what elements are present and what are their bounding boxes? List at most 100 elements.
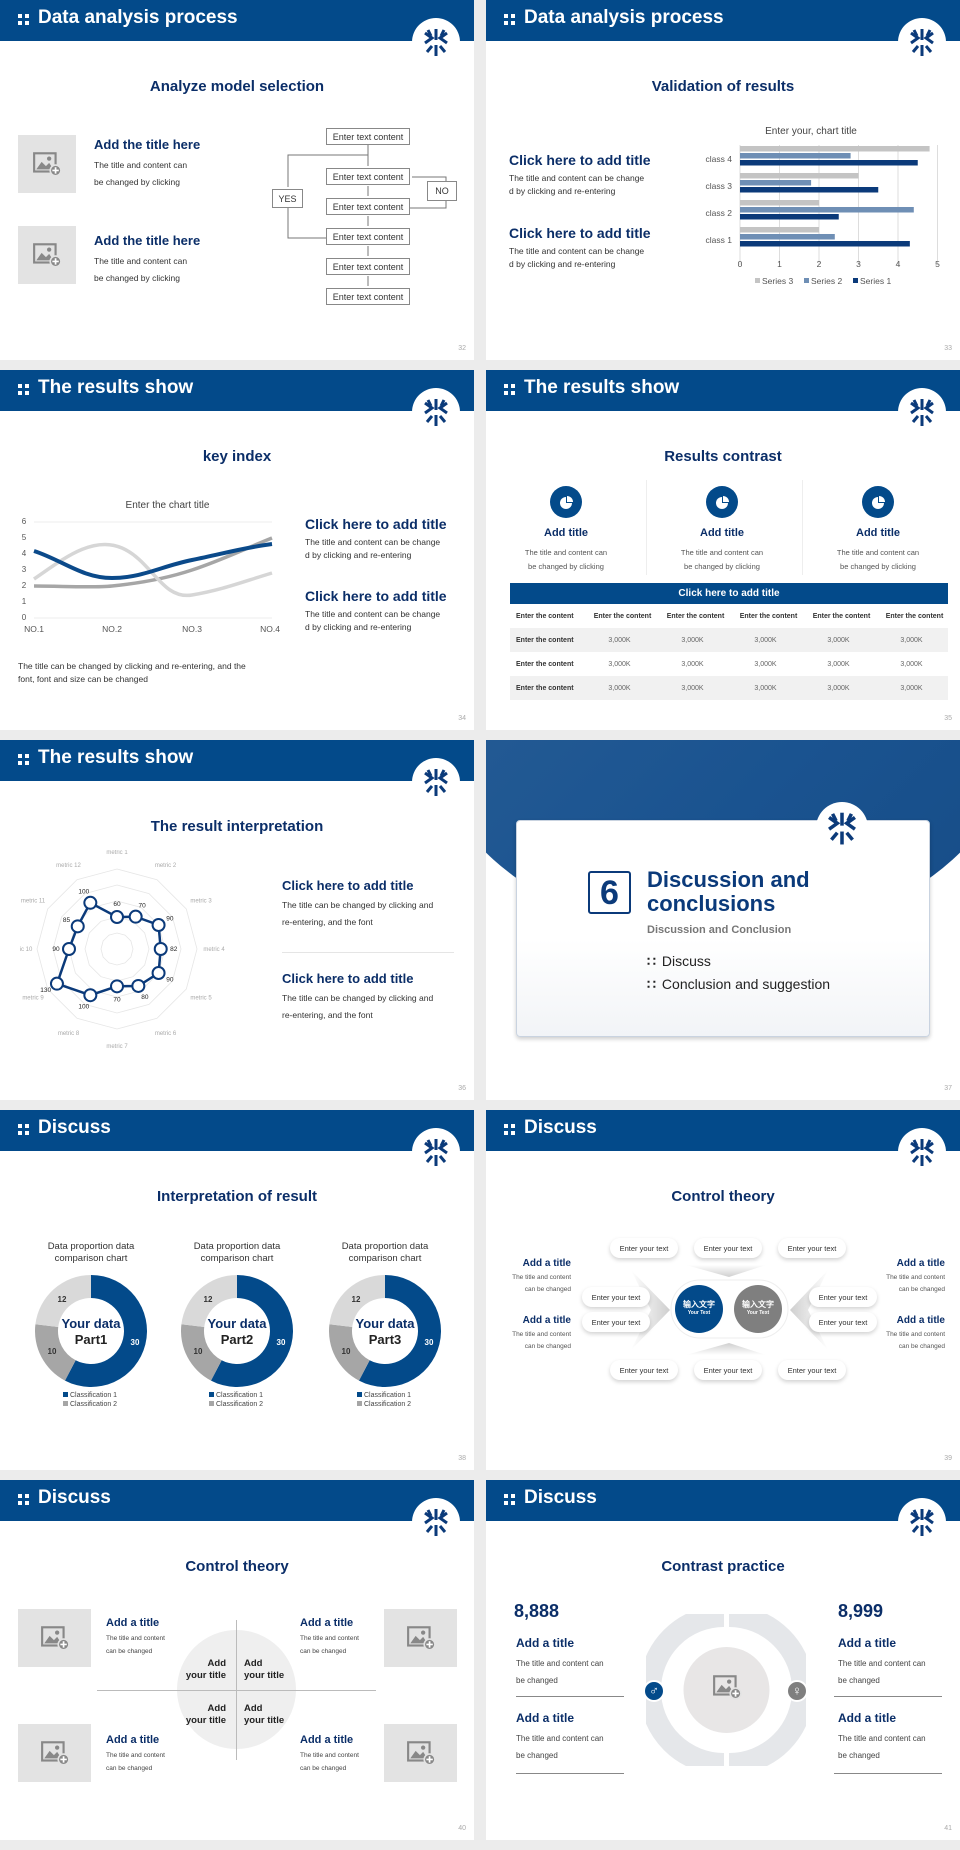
item-body[interactable]: The title and content can be change d by … (305, 537, 441, 560)
table-cell[interactable]: Enter the content (510, 628, 583, 652)
item-title[interactable]: Click here to add title (282, 878, 414, 893)
stat-item[interactable]: Add a title The title and content can be c… (516, 1636, 604, 1685)
table-cell[interactable]: 3,000K (875, 628, 948, 652)
quadrant-label[interactable]: Add your title (185, 1703, 226, 1726)
card-body[interactable]: The title and content can be changed by c… (836, 548, 920, 571)
text-pill[interactable]: Enter your text (610, 1360, 678, 1380)
item-body[interactable]: The title and content can be change d by … (509, 173, 645, 196)
stat-item[interactable]: Add a title The title and content can be c… (516, 1711, 604, 1760)
slide-38[interactable]: Discuss Interpretation of result Data pr… (0, 1110, 474, 1470)
flow-box[interactable]: Enter text content (326, 228, 410, 245)
flow-box[interactable]: Enter text content (326, 258, 410, 275)
table-cell[interactable]: 3,000K (827, 660, 850, 668)
item-body[interactable]: The title and content can be change d by … (509, 246, 645, 269)
table-cell[interactable]: 3,000K (875, 676, 948, 700)
table-cell[interactable]: Enter the content (812, 612, 871, 620)
text-pill[interactable]: Enter your text (582, 1312, 650, 1332)
side-item[interactable]: Add a title The title and content can be c… (886, 1258, 945, 1293)
text-pill[interactable]: Enter your text (778, 1360, 846, 1380)
chart-caption[interactable]: The title can be changed by clicking and… (18, 661, 246, 684)
table-cell[interactable]: Enter the content (885, 612, 944, 620)
slide-33[interactable]: Data analysis process Validation of resu… (486, 0, 960, 360)
image-placeholder-icon[interactable] (18, 1609, 91, 1667)
stat-item[interactable]: Add a title The title and content can be c… (838, 1636, 926, 1685)
quadrant-label[interactable]: Add your title (185, 1658, 226, 1681)
image-placeholder-icon[interactable] (18, 1724, 91, 1782)
item-body[interactable]: The title and content can be changed by c… (94, 160, 188, 187)
quadrant-label[interactable]: Add your title (244, 1658, 285, 1681)
item-body[interactable]: The title and content can be changed by c… (94, 256, 188, 283)
slide-35[interactable]: The results show Results contrast Add ti… (486, 370, 960, 730)
table-cell[interactable]: Enter the content (739, 612, 798, 620)
card-body[interactable]: The title and content can be changed by c… (680, 548, 764, 571)
quadrant-label[interactable]: Add your title (244, 1703, 285, 1726)
bullet-item[interactable]: ∷ Discuss (647, 953, 711, 969)
table-cell[interactable]: 3,000K (802, 628, 875, 652)
side-item[interactable]: Add a title The title and content can be c… (512, 1258, 571, 1293)
table-cell[interactable]: Enter the content (516, 660, 574, 668)
table-cell[interactable]: 3,000K (802, 676, 875, 700)
text-pill[interactable]: Enter your text (610, 1238, 678, 1258)
center-node-primary[interactable]: 输入文字 Your Text (675, 1285, 723, 1333)
quadrant-item[interactable]: Add a title The title and content can be c… (106, 1734, 165, 1772)
flow-no-label[interactable]: NO (427, 181, 457, 201)
card-title[interactable]: Add title (700, 527, 744, 539)
item-body[interactable]: The title can be changed by clicking and… (282, 900, 434, 927)
bullet-item[interactable]: ∷ Conclusion and suggestion (647, 976, 831, 992)
table-cell[interactable]: 3,000K (900, 660, 923, 668)
table-cell[interactable]: 3,000K (583, 676, 656, 700)
item-title[interactable]: Add the title here (94, 137, 201, 152)
text-pill[interactable]: Enter your text (809, 1287, 877, 1307)
quadrant-item[interactable]: Add a title The title and content can be c… (300, 1617, 359, 1655)
table-cell[interactable]: Enter the content (516, 612, 574, 620)
table-title[interactable]: Click here to add title (510, 583, 948, 604)
slide-41[interactable]: Discuss Contrast practice ♂ ♀ 8,888 8,99… (486, 1480, 960, 1840)
image-placeholder-icon[interactable] (384, 1724, 457, 1782)
slide-37-section[interactable]: 6 Discussion and conclusions Discussion a… (486, 740, 960, 1100)
text-pill[interactable]: Enter your text (582, 1287, 650, 1307)
item-title[interactable]: Click here to add title (282, 971, 414, 986)
slide-39[interactable]: Discuss Control theory 输入文字 Your Text 输入文… (486, 1110, 960, 1470)
side-item[interactable]: Add a title The title and content can be c… (886, 1315, 945, 1350)
stat-item[interactable]: Add a title The title and content can be c… (838, 1711, 926, 1760)
text-pill[interactable]: Enter your text (778, 1238, 846, 1258)
card-title[interactable]: Add title (856, 527, 900, 539)
flow-box[interactable]: Enter text content (326, 288, 410, 305)
table-cell[interactable]: 3,000K (729, 676, 802, 700)
image-placeholder-icon[interactable] (384, 1609, 457, 1667)
table-cell[interactable]: 3,000K (656, 628, 729, 652)
table-cell[interactable]: 3,000K (608, 660, 631, 668)
image-placeholder-icon[interactable] (18, 135, 76, 193)
text-pill[interactable]: Enter your text (694, 1360, 762, 1380)
flow-yes-label[interactable]: YES (272, 189, 303, 208)
table-cell[interactable]: Enter the content (593, 612, 652, 620)
image-placeholder-icon[interactable] (712, 1674, 743, 1705)
table-cell[interactable]: Enter the content (510, 676, 583, 700)
center-node-secondary[interactable]: 输入文字 Your Text (734, 1285, 782, 1333)
flow-box[interactable]: Enter text content (326, 128, 410, 145)
quadrant-item[interactable]: Add a title The title and content can be c… (106, 1617, 165, 1655)
quadrant-item[interactable]: Add a title The title and content can be c… (300, 1734, 359, 1772)
table-cell[interactable]: Enter the content (666, 612, 725, 620)
table-cell[interactable]: 3,000K (583, 628, 656, 652)
card-body[interactable]: The title and content can be changed by c… (524, 548, 608, 571)
flow-box[interactable]: Enter text content (326, 198, 410, 215)
item-body[interactable]: The title can be changed by clicking and… (282, 993, 434, 1020)
item-title[interactable]: Click here to add title (305, 588, 447, 604)
table-cell[interactable]: 3,000K (656, 676, 729, 700)
slide-32[interactable]: Data analysis process Analyze model sele… (0, 0, 474, 360)
table-cell[interactable]: 3,000K (681, 660, 704, 668)
slide-36[interactable]: The results show The result interpretati… (0, 740, 474, 1100)
item-body[interactable]: The title and content can be change d by … (305, 609, 441, 632)
text-pill[interactable]: Enter your text (809, 1312, 877, 1332)
table-cell[interactable]: 3,000K (754, 660, 777, 668)
flow-box[interactable]: Enter text content (326, 168, 410, 185)
side-item[interactable]: Add a title The title and content can be c… (512, 1315, 571, 1350)
item-title[interactable]: Click here to add title (509, 225, 651, 241)
text-pill[interactable]: Enter your text (694, 1238, 762, 1258)
image-placeholder-icon[interactable] (18, 226, 76, 284)
card-title[interactable]: Add title (544, 527, 588, 539)
item-title[interactable]: Click here to add title (509, 152, 651, 168)
slide-40[interactable]: Discuss Control theory Add your title Add y… (0, 1480, 474, 1840)
item-title[interactable]: Add the title here (94, 233, 201, 248)
